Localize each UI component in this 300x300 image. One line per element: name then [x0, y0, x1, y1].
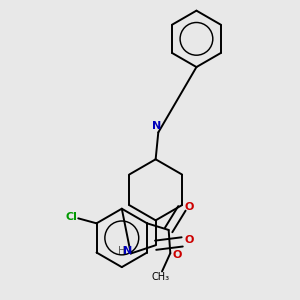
Text: H: H — [118, 246, 125, 256]
Text: Cl: Cl — [65, 212, 77, 222]
Text: O: O — [173, 250, 182, 260]
Text: N: N — [123, 246, 132, 256]
Text: CH₃: CH₃ — [151, 272, 169, 282]
Text: O: O — [184, 202, 194, 212]
Text: O: O — [185, 235, 194, 245]
Text: N: N — [152, 122, 161, 131]
